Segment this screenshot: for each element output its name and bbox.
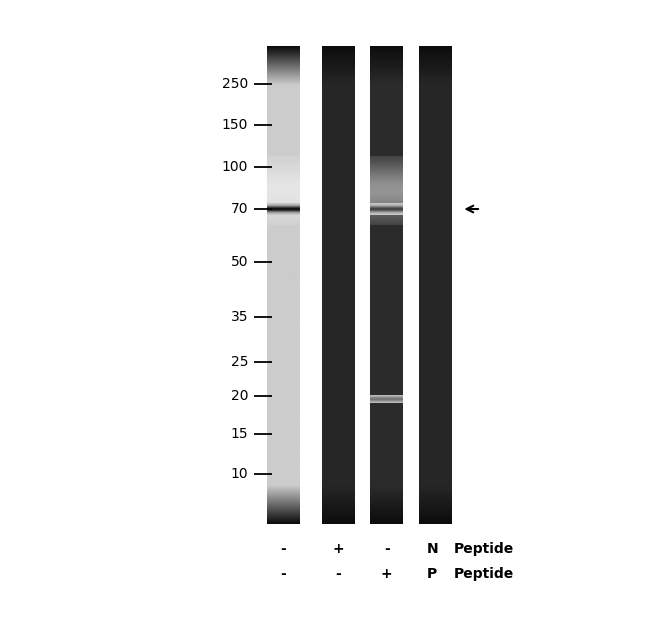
Text: 15: 15 (231, 427, 248, 441)
Text: -: - (280, 542, 285, 556)
Text: -: - (280, 567, 285, 581)
Text: +: + (332, 542, 344, 556)
Text: 150: 150 (222, 118, 248, 132)
Text: N: N (426, 542, 438, 556)
Text: -: - (335, 567, 341, 581)
Text: 25: 25 (231, 355, 248, 369)
Text: -: - (384, 542, 389, 556)
Text: +: + (381, 567, 393, 581)
Text: 250: 250 (222, 77, 248, 91)
Text: Peptide: Peptide (454, 542, 514, 556)
Text: 20: 20 (231, 389, 248, 403)
Text: 70: 70 (231, 202, 248, 216)
Text: 50: 50 (231, 255, 248, 269)
Text: Peptide: Peptide (454, 567, 514, 581)
Text: P: P (427, 567, 437, 581)
Text: 100: 100 (222, 160, 248, 174)
Text: 10: 10 (231, 467, 248, 481)
Text: 35: 35 (231, 310, 248, 324)
